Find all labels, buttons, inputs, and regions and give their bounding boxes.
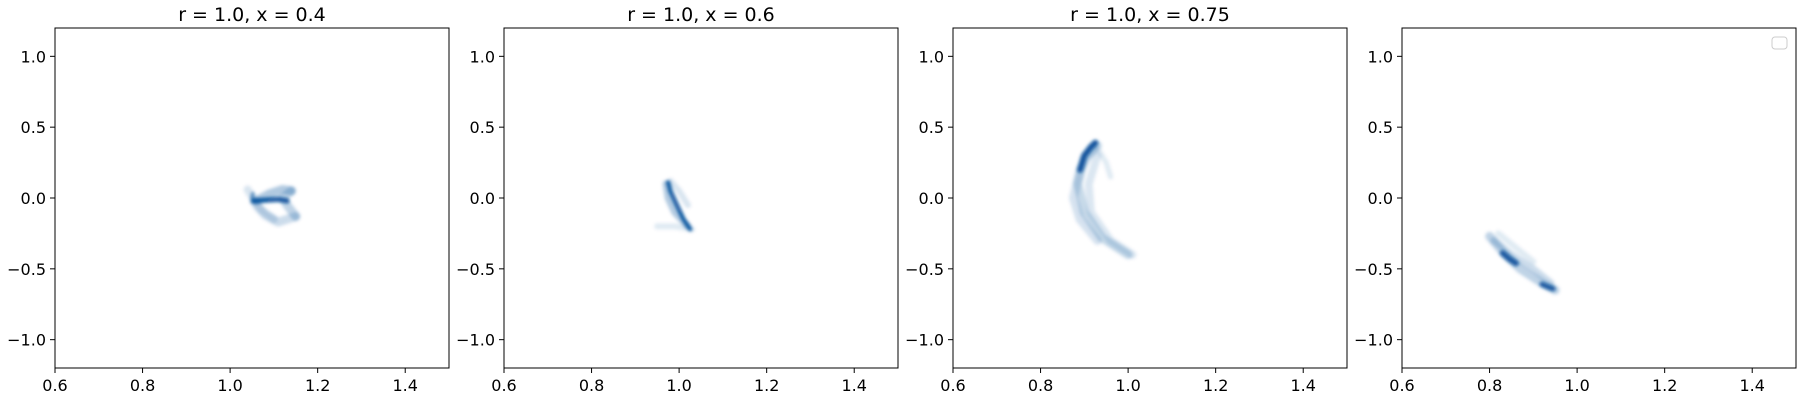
y-tick-label: −0.5 (905, 260, 944, 279)
x-tick-label: 0.8 (1477, 376, 1502, 395)
x-tick-label: 0.8 (1028, 376, 1053, 395)
density-strand (1084, 151, 1137, 259)
density-strand (654, 223, 696, 233)
x-tick-label: 1.2 (754, 376, 779, 395)
subplot-4: 0.6 0.8 1.0 1.2 1.4 1.0 0.5 0.0 −0.5 −1.0 (1354, 27, 1797, 395)
y-tick-label: 0.5 (470, 118, 495, 137)
y-tick-label: 1.0 (1368, 47, 1393, 66)
axes-frame (1401, 27, 1797, 369)
y-tick-label: −0.5 (1354, 260, 1393, 279)
x-tick-label: 0.6 (491, 376, 516, 395)
density-layer (243, 185, 301, 227)
y-tick-label: 0.0 (919, 189, 944, 208)
y-tick-label: 0.0 (1368, 189, 1393, 208)
y-tick-label: −0.5 (7, 260, 46, 279)
y-tick-label: 0.5 (21, 118, 46, 137)
density-layer (654, 177, 696, 233)
x-tick-label: 0.8 (579, 376, 604, 395)
y-tick-label: −0.5 (456, 260, 495, 279)
subplot-title: r = 1.0, x = 0.4 (178, 4, 326, 26)
x-tick-label: 1.4 (841, 376, 866, 395)
x-tick-label: 1.0 (1115, 376, 1140, 395)
subplot-2: 0.6 0.8 1.0 1.2 1.4 1.0 0.5 0.0 −0.5 −1.0 r = 1.0,… (456, 4, 899, 395)
x-tick-label: 1.2 (305, 376, 330, 395)
y-tick-label: 1.0 (21, 47, 46, 66)
y-tick-label: −1.0 (1354, 331, 1393, 350)
y-tick-label: 1.0 (919, 47, 944, 66)
x-tick-label: 0.6 (940, 376, 965, 395)
subplot-title: r = 1.0, x = 0.6 (627, 4, 775, 26)
density-strand (278, 186, 301, 221)
density-strand (662, 180, 692, 230)
x-tick-label: 1.0 (666, 376, 691, 395)
density-strand (1490, 237, 1555, 287)
x-tick-label: 1.2 (1203, 376, 1228, 395)
y-tick-label: −1.0 (905, 331, 944, 350)
density-layer (1069, 139, 1137, 260)
x-tick-label: 1.0 (217, 376, 242, 395)
density-strand (667, 177, 691, 209)
subplot-title: r = 1.0, x = 0.75 (1070, 4, 1230, 26)
y-tick-label: 1.0 (470, 47, 495, 66)
x-tick-label: 1.4 (1290, 376, 1315, 395)
axes-frame (952, 27, 1348, 369)
x-tick-label: 1.2 (1652, 376, 1677, 395)
axes-frame (503, 27, 899, 369)
legend-box (1771, 36, 1788, 50)
y-tick-label: 0.0 (470, 189, 495, 208)
density-strand (1069, 144, 1102, 245)
density-layer (1485, 230, 1560, 295)
x-tick-label: 1.0 (1564, 376, 1589, 395)
y-tick-label: 0.5 (919, 118, 944, 137)
density-strand (1495, 230, 1537, 265)
subplot-1: 0.6 0.8 1.0 1.2 1.4 1.0 0.5 0.0 −0.5 −1.0 r = 1.0,… (7, 4, 450, 395)
x-tick-label: 0.6 (42, 376, 67, 395)
x-tick-label: 0.6 (1389, 376, 1414, 395)
density-strand (1094, 145, 1114, 180)
y-tick-label: 0.5 (1368, 118, 1393, 137)
y-tick-label: −1.0 (456, 331, 495, 350)
density-strand (243, 185, 278, 224)
x-tick-label: 1.4 (1739, 376, 1764, 395)
x-tick-label: 0.8 (130, 376, 155, 395)
y-tick-label: 0.0 (21, 189, 46, 208)
y-tick-label: −1.0 (7, 331, 46, 350)
x-tick-label: 1.4 (392, 376, 417, 395)
subplot-3: 0.6 0.8 1.0 1.2 1.4 1.0 0.5 0.0 −0.5 −1.0 r = 1.0,… (905, 4, 1348, 395)
